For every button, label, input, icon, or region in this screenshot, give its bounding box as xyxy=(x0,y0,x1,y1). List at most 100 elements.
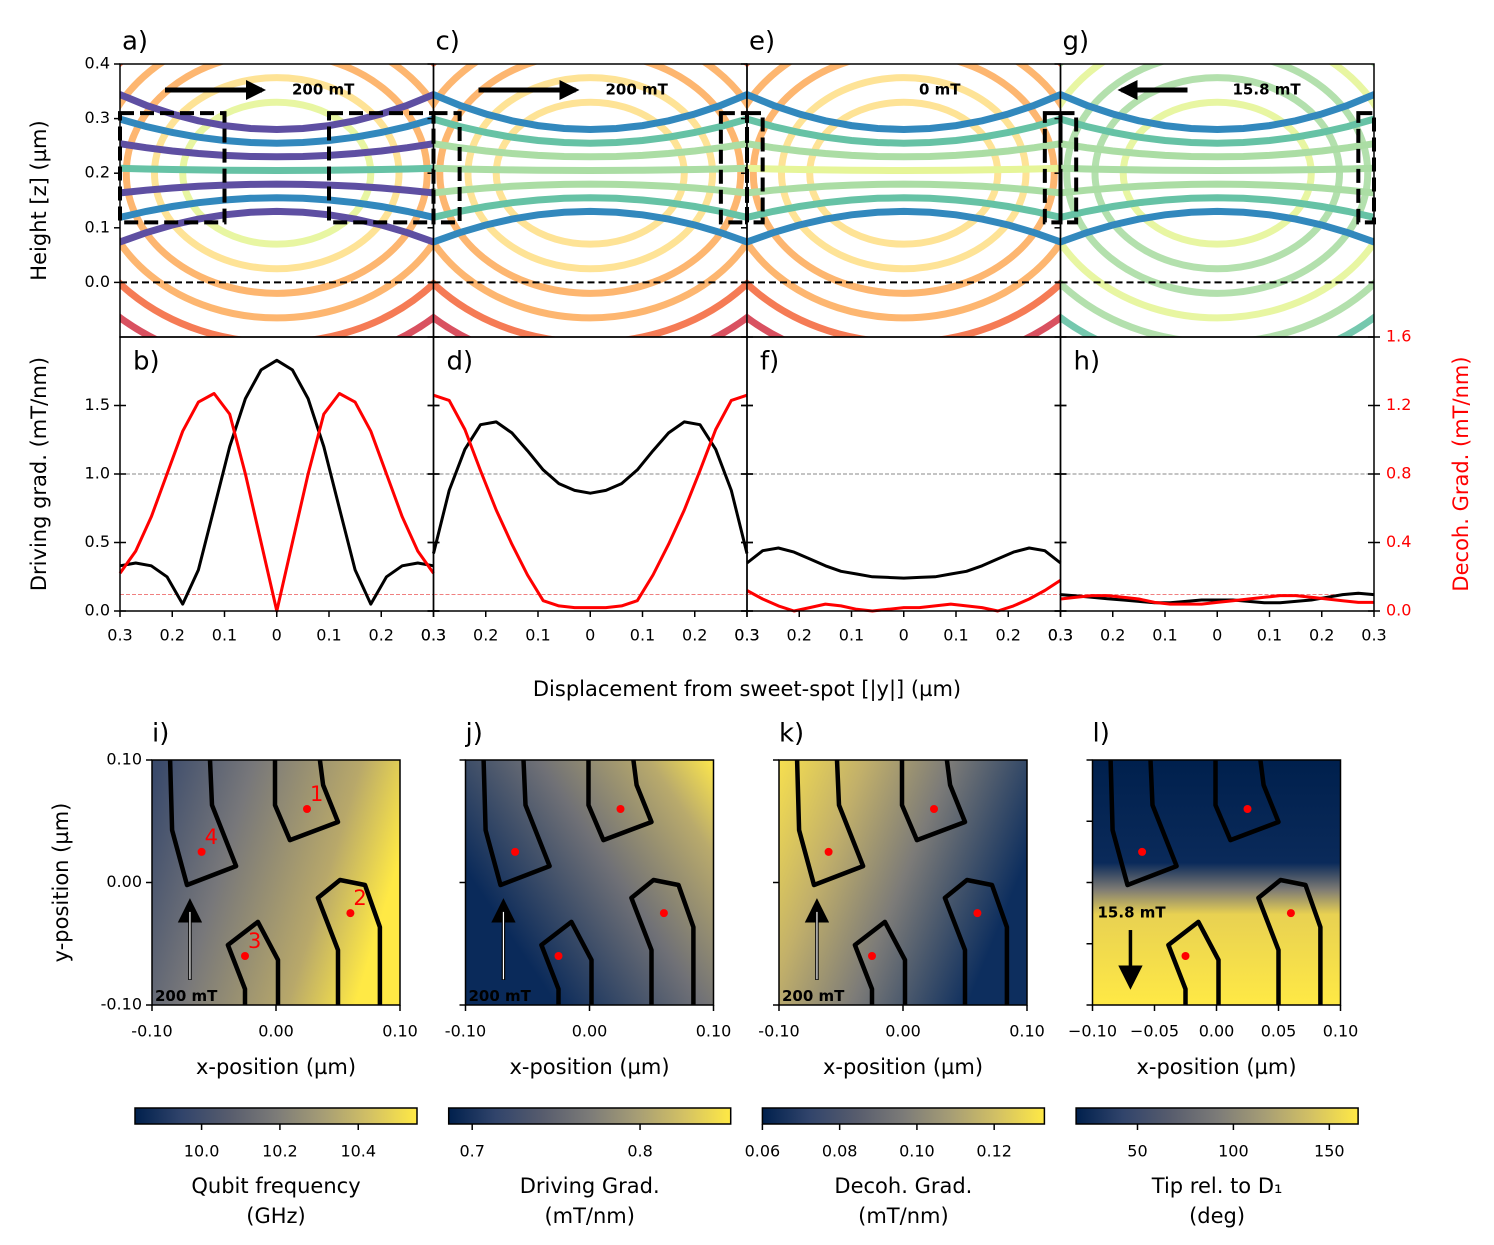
colorbar-tick-label: 0.8 xyxy=(627,1142,652,1161)
gate-outline xyxy=(539,919,594,1005)
stream-band xyxy=(120,140,434,161)
stream-band xyxy=(747,194,1061,221)
gate-outline xyxy=(852,919,908,1005)
stream-loop xyxy=(436,64,745,297)
x-tick-label: 0.1 xyxy=(1257,626,1282,645)
field-label: 15.8 mT xyxy=(1098,904,1167,922)
y-axis-label: y-position (µm) xyxy=(49,803,73,963)
field-label: 200 mT xyxy=(782,987,845,1005)
quantum-dot xyxy=(554,952,563,960)
x-tick-label: 0.2 xyxy=(1309,626,1334,645)
colorbar-label: (mT/nm) xyxy=(544,1204,635,1228)
stream-loop xyxy=(777,74,1030,273)
panel-letter: a) xyxy=(122,27,148,57)
x-tick-label: 0.00 xyxy=(572,1022,608,1041)
y2-tick-label: 1.2 xyxy=(1386,395,1411,414)
x-tick-label: 0.2 xyxy=(473,626,498,645)
field-label: 0 mT xyxy=(919,81,961,99)
x-tick-label: 0.05 xyxy=(1261,1022,1297,1041)
panel-letter: j) xyxy=(465,719,483,749)
gate-outline xyxy=(167,759,239,888)
streamlines xyxy=(747,64,1061,337)
x-axis-label: x-position (µm) xyxy=(196,1055,356,1079)
panel-letter: c) xyxy=(436,27,460,57)
x-tick-label: 0 xyxy=(585,626,595,645)
stream-loop xyxy=(749,64,1058,297)
stream-band xyxy=(747,164,1061,175)
stream-band xyxy=(433,164,747,175)
x-tick-label: 0.1 xyxy=(316,626,341,645)
x-tick-label: 0.00 xyxy=(258,1022,294,1041)
x-tick-label: 0.2 xyxy=(369,626,394,645)
colorbar-tick-label: 0.12 xyxy=(976,1142,1012,1161)
axes-frame xyxy=(464,759,715,1006)
gate-outline xyxy=(794,759,866,888)
y2-tick-label: 1.6 xyxy=(1386,327,1411,346)
x-axis-label: x-position (µm) xyxy=(823,1055,983,1079)
colorbar-tick-label: 10.4 xyxy=(340,1142,376,1161)
x-tick-label: −0.10 xyxy=(1068,1022,1117,1041)
colorbar xyxy=(447,1107,732,1125)
quantum-dot xyxy=(1138,847,1147,856)
stream-band xyxy=(747,115,1061,147)
colorbar xyxy=(134,1107,418,1125)
gate-outline xyxy=(899,759,968,843)
colorbar-label: Tip rel. to D₁ xyxy=(1151,1174,1283,1198)
gate-outline xyxy=(1108,759,1179,888)
y-axis-label: Driving grad. (mT/nm) xyxy=(27,357,51,591)
streamlines xyxy=(1060,64,1374,337)
field-label: 200 mT xyxy=(292,81,355,99)
stream-loop xyxy=(1119,98,1315,248)
series-line xyxy=(746,546,1062,580)
colorbar-tick-label: 50 xyxy=(1127,1142,1147,1161)
x-tick-label: 0.1 xyxy=(630,626,655,645)
gate-outline xyxy=(1213,759,1281,843)
stream-loop xyxy=(433,64,747,322)
stream-loop xyxy=(806,98,1002,248)
dot-label: 4 xyxy=(205,825,218,849)
x-tick-label: 0.00 xyxy=(885,1022,921,1041)
streamlines xyxy=(433,64,747,337)
quantum-dot xyxy=(973,909,982,918)
sweet-spot-box xyxy=(431,111,462,225)
colorbar-label: (mT/nm) xyxy=(858,1204,949,1228)
x-tick-label: 0.00 xyxy=(1199,1022,1235,1041)
axes-frame xyxy=(1059,336,1375,612)
x-tick-label: 0.3 xyxy=(421,626,446,645)
stream-band xyxy=(433,140,747,161)
x-tick-label: 0.3 xyxy=(1048,626,1073,645)
colorbar-tick-label: 0.06 xyxy=(745,1142,781,1161)
axes-frame xyxy=(1091,759,1342,1006)
stream-band xyxy=(1060,180,1374,197)
gate-outline xyxy=(1166,919,1221,1005)
quantum-dot xyxy=(511,847,520,856)
x-tick-label: 0.1 xyxy=(525,626,550,645)
y-tick-label: 1.0 xyxy=(85,464,110,483)
gate-outline xyxy=(1256,877,1323,1005)
field-label: 15.8 mT xyxy=(1233,81,1302,99)
stream-band xyxy=(747,140,1061,161)
axes-frame xyxy=(778,759,1028,1006)
gate-outline xyxy=(586,759,654,843)
gate-outline xyxy=(942,877,1010,1005)
gate-outline xyxy=(481,759,552,888)
quantum-dot xyxy=(241,952,249,960)
x-tick-label: 0.3 xyxy=(734,626,759,645)
quantum-dot xyxy=(616,805,625,813)
stream-band xyxy=(120,180,434,197)
stream-band xyxy=(433,180,747,197)
panel-letter: e) xyxy=(749,27,775,57)
colorbar-label: Qubit frequency xyxy=(191,1174,360,1198)
y-tick-label: 0.3 xyxy=(85,108,110,127)
panel-letter: f) xyxy=(760,347,779,377)
y2-axis-label: Decoh. Grad. (mT/nm) xyxy=(1449,356,1473,591)
series-line xyxy=(119,358,434,606)
x-tick-label: 0.3 xyxy=(421,626,446,645)
panel-letter: d) xyxy=(447,347,474,377)
colorbar-label: (deg) xyxy=(1189,1204,1245,1228)
x-tick-label: 0.2 xyxy=(682,626,707,645)
axes-frame xyxy=(151,759,401,1006)
series-line xyxy=(432,420,749,554)
stream-band xyxy=(1060,140,1374,161)
